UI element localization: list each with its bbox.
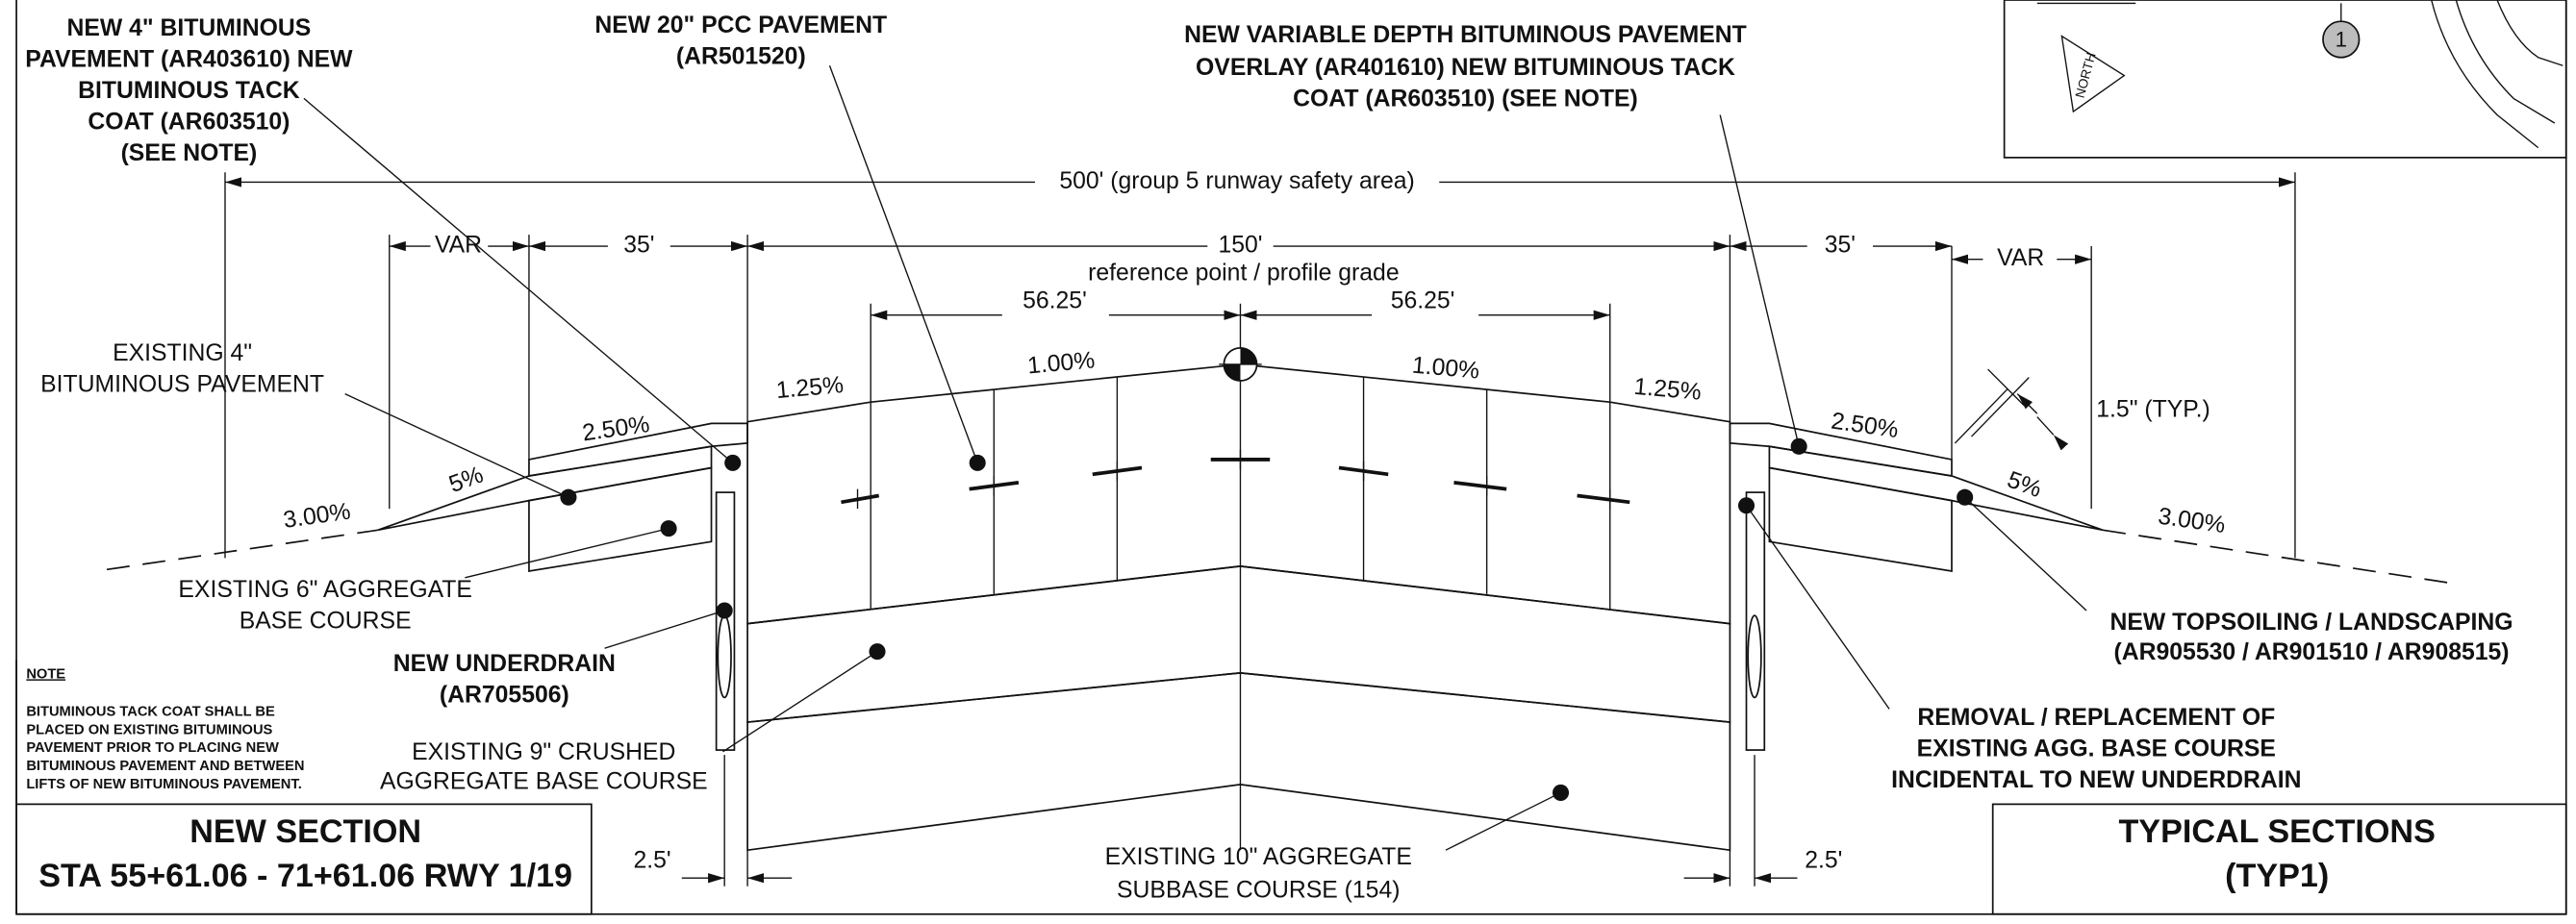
callout-text: REMOVAL / REPLACEMENT OF bbox=[1917, 705, 2275, 731]
dimension-label: 35' bbox=[623, 233, 654, 259]
callout-text: AGGREGATE BASE COURSE bbox=[380, 769, 708, 795]
dimension-label: 56.25' bbox=[1023, 288, 1087, 314]
note-line: LIFTS OF NEW BITUMINOUS PAVEMENT. bbox=[26, 777, 301, 792]
callout-text: EXISTING 10" AGGREGATE bbox=[1105, 844, 1412, 870]
north-label: NORTH bbox=[2073, 51, 2099, 99]
dimension-label: 500' (group 5 runway safety area) bbox=[1059, 168, 1414, 194]
callout-text: NEW TOPSOILING / LANDSCAPING bbox=[2109, 610, 2513, 636]
page: { "callouts": [ {"lines": ["NEW 4\" BITU… bbox=[0, 0, 2576, 924]
callout-text: NEW 4" BITUMINOUS bbox=[66, 15, 311, 41]
callout-text: (AR705506) bbox=[440, 682, 569, 708]
callout-text: PAVEMENT (AR403610) NEW bbox=[25, 47, 353, 73]
sheet-title: (TYP1) bbox=[2225, 858, 2329, 894]
callout-text: BITUMINOUS PAVEMENT bbox=[40, 372, 324, 398]
dowels bbox=[841, 460, 1629, 502]
callout-text: COAT (AR603510) (SEE NOTE) bbox=[1293, 87, 1638, 112]
callout-text: (SEE NOTE) bbox=[121, 140, 258, 166]
note-line: PLACED ON EXISTING BITUMINOUS bbox=[26, 722, 272, 737]
slope-labels: 3.00% 5% 2.50% 1.25% 1.00% 1.00% 1.25% 2… bbox=[282, 347, 2227, 538]
slope-label: 1.25% bbox=[1632, 374, 1702, 406]
slope-label: 3.00% bbox=[2157, 504, 2227, 538]
callout-text: BITUMINOUS TACK bbox=[78, 78, 300, 104]
key-map: NORTH 1 bbox=[2005, 0, 2566, 158]
callout-text: EXISTING 9" CRUSHED bbox=[412, 739, 675, 765]
dimension-label: VAR bbox=[435, 233, 482, 259]
note-line: BITUMINOUS TACK COAT SHALL BE bbox=[26, 705, 275, 720]
note-line: PAVEMENT PRIOR TO PLACING NEW bbox=[26, 740, 279, 756]
dimension-label: 150' bbox=[1218, 233, 1262, 259]
slope-label: 1.00% bbox=[1411, 353, 1480, 385]
reference-label: reference point / profile grade bbox=[1088, 261, 1399, 287]
ground-lines bbox=[107, 530, 2448, 583]
dimension-label: 56.25' bbox=[1391, 288, 1455, 314]
callout-text: (AR905530 / AR901510 / AR908515) bbox=[2114, 639, 2510, 665]
pavement-section bbox=[747, 348, 1730, 850]
note-heading: NOTE bbox=[26, 666, 65, 682]
callout-text: EXISTING 6" AGGREGATE bbox=[178, 577, 471, 603]
dimension-label: 35' bbox=[1825, 233, 1856, 259]
slope-label: 2.50% bbox=[581, 412, 651, 446]
callout-text: BASE COURSE bbox=[240, 608, 412, 634]
callout-text: NEW UNDERDRAIN bbox=[393, 651, 616, 677]
drawing: NORTH 1 bbox=[0, 0, 2576, 924]
slope-label: 1.25% bbox=[775, 372, 845, 404]
callout-text: EXISTING AGG. BASE COURSE bbox=[1917, 737, 2276, 762]
note: NOTE BITUMINOUS TACK COAT SHALL BE PLACE… bbox=[26, 666, 304, 791]
callout-text: SUBBASE COURSE (154) bbox=[1117, 877, 1400, 903]
callout-text: COAT (AR603510) bbox=[88, 110, 290, 136]
callout-text: OVERLAY (AR401610) NEW BITUMINOUS TACK bbox=[1196, 55, 1735, 81]
callout-text: EXISTING 4" bbox=[113, 340, 252, 366]
callout-text: NEW VARIABLE DEPTH BITUMINOUS PAVEMENT bbox=[1184, 22, 1747, 48]
right-shoulder bbox=[1730, 423, 2103, 750]
dimension-label: VAR bbox=[1997, 245, 2044, 271]
callout-text: (AR501520) bbox=[676, 43, 806, 69]
sheet-title: TYPICAL SECTIONS bbox=[2118, 813, 2435, 850]
note-line: BITUMINOUS PAVEMENT AND BETWEEN bbox=[26, 759, 304, 774]
dimension-label: 1.5" (TYP.) bbox=[2096, 396, 2210, 422]
callout-text: INCIDENTAL TO NEW UNDERDRAIN bbox=[1891, 767, 2301, 793]
section-title: NEW SECTION bbox=[189, 813, 421, 850]
dimension-label: 2.5' bbox=[633, 848, 670, 874]
slope-label: 1.00% bbox=[1026, 347, 1096, 379]
slope-label: 3.00% bbox=[282, 498, 352, 533]
key-marker: 1 bbox=[2336, 28, 2347, 52]
dimension-label: 2.5' bbox=[1805, 848, 1842, 874]
section-title: STA 55+61.06 - 71+61.06 RWY 1/19 bbox=[38, 858, 572, 894]
callout-text: NEW 20" PCC PAVEMENT bbox=[594, 12, 887, 38]
